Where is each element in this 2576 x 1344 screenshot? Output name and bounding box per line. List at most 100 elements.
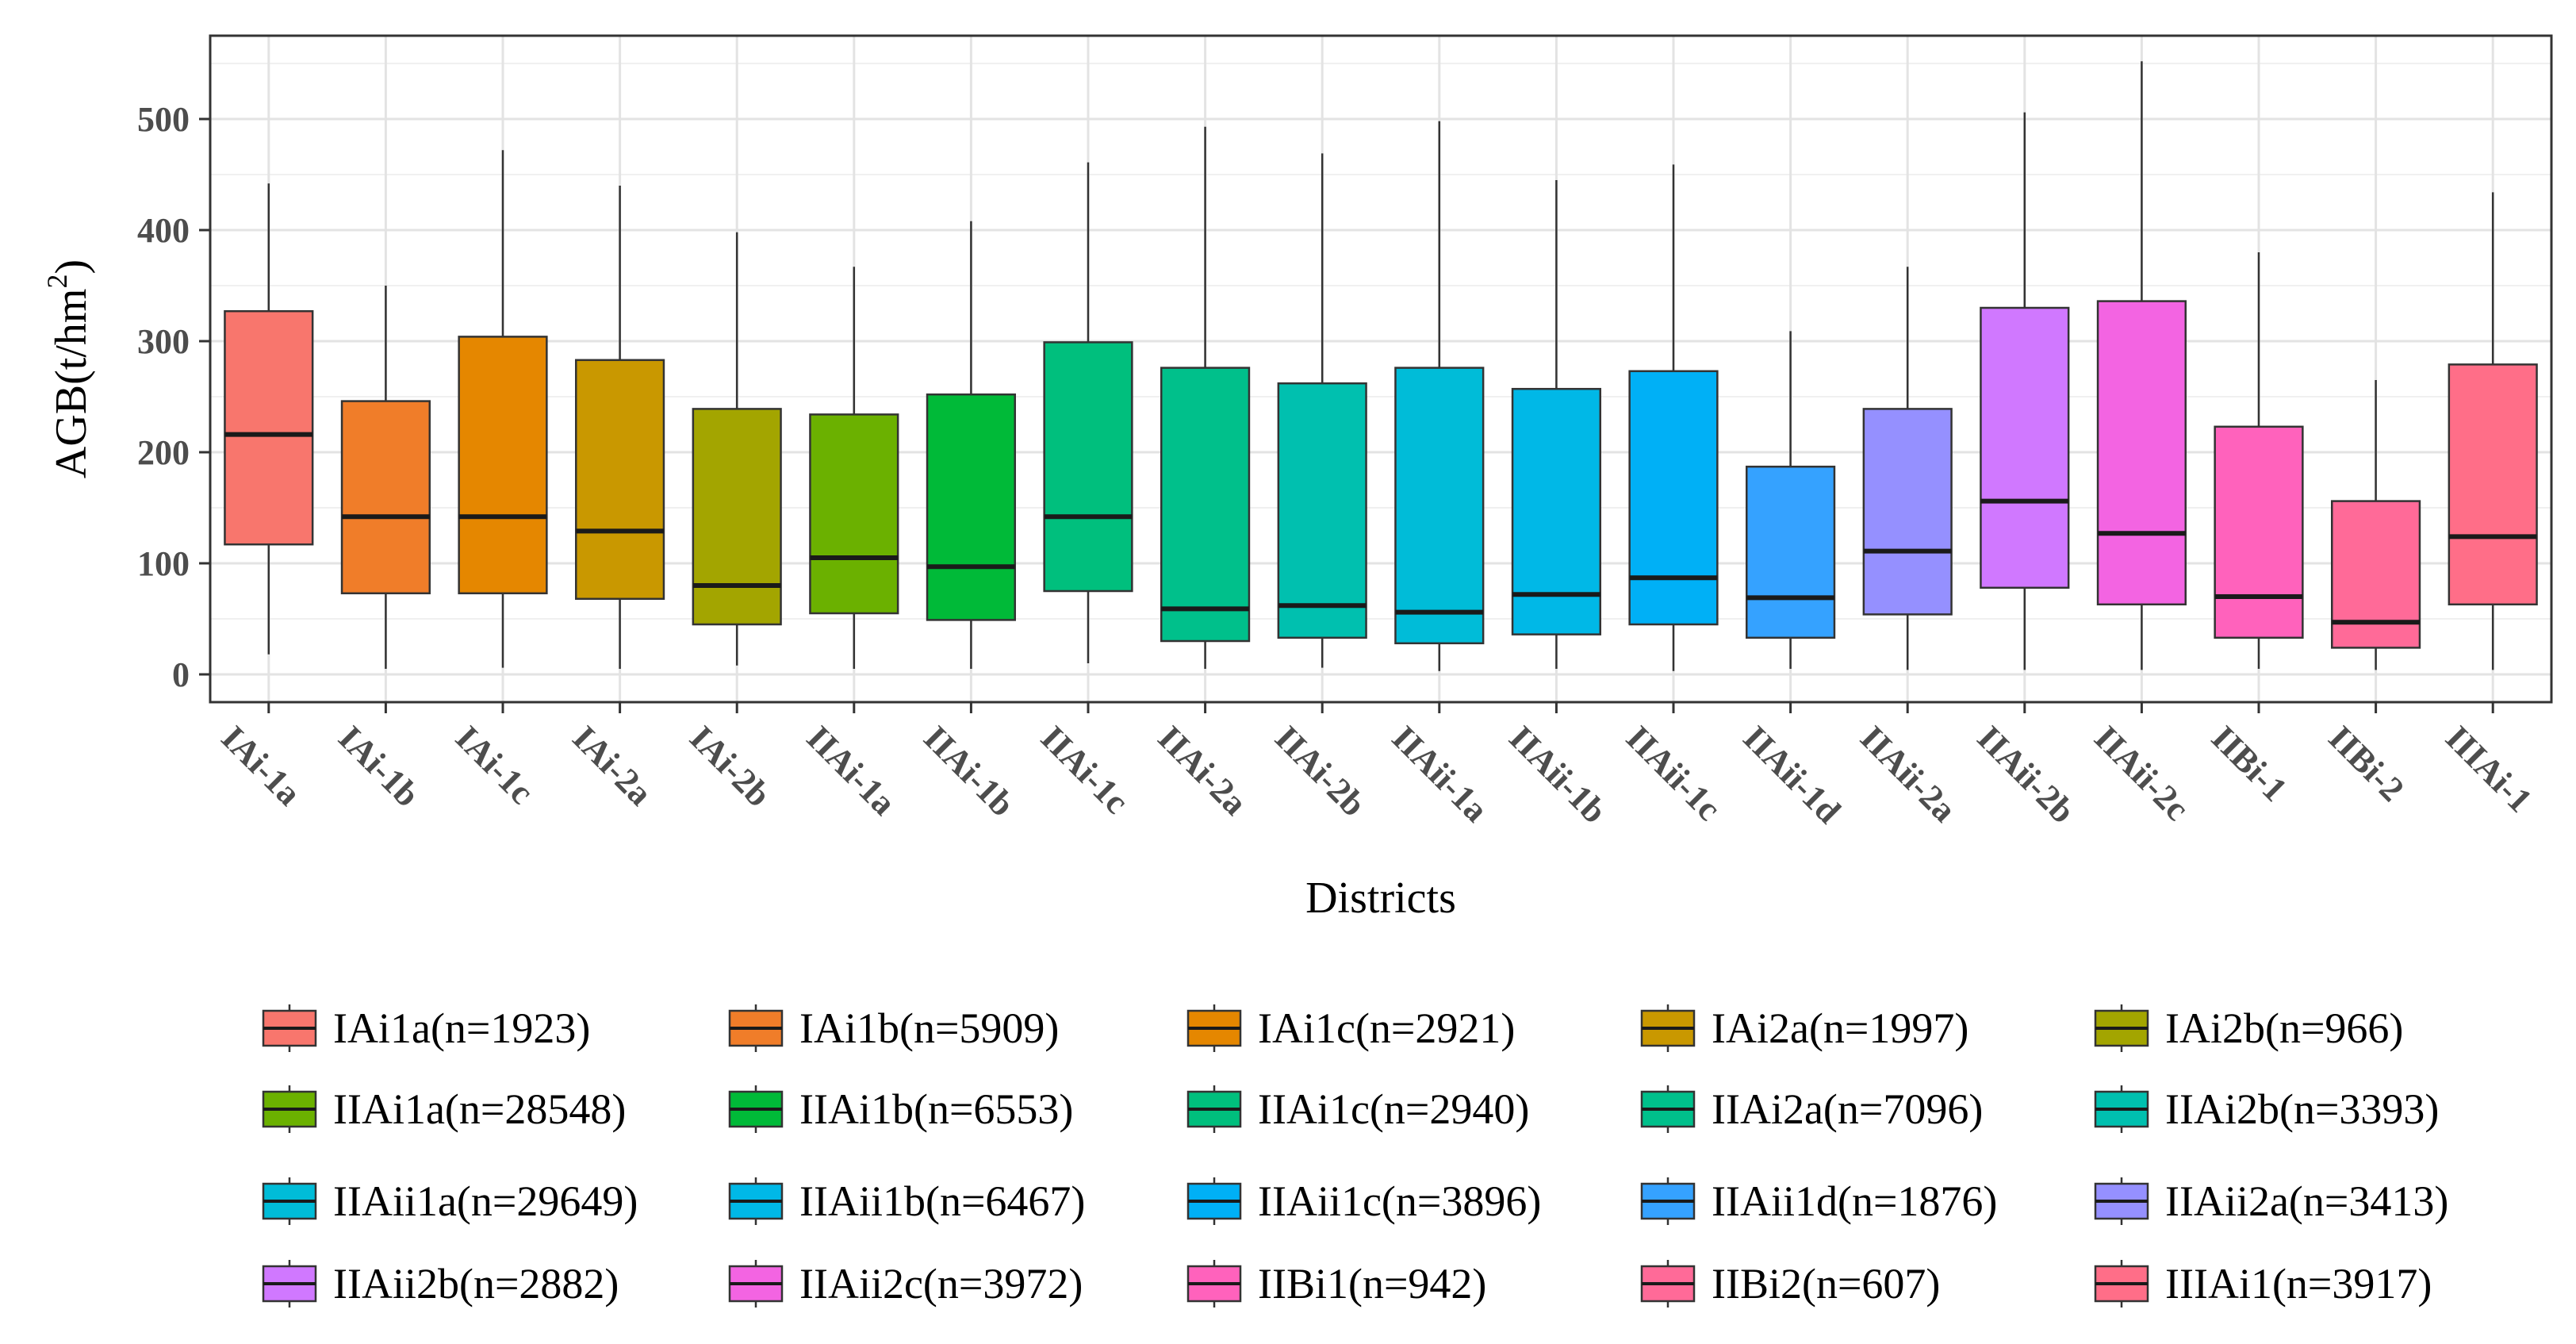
box-IIAii-2a bbox=[1862, 267, 1953, 670]
box-body bbox=[1394, 367, 1485, 645]
box-body bbox=[926, 393, 1017, 621]
legend-item: IIAi1c(n=2940) bbox=[1186, 1085, 1529, 1133]
box-body bbox=[458, 336, 548, 595]
x-tick-label: IAi-1a bbox=[214, 718, 309, 812]
box-body bbox=[1043, 341, 1133, 593]
box-body bbox=[2096, 300, 2187, 606]
legend-label: IIAii2a(n=3413) bbox=[2165, 1177, 2448, 1225]
box-body bbox=[1862, 408, 1953, 616]
x-tick-label: IAi-1b bbox=[331, 718, 427, 814]
x-tick-label: IIBi-2 bbox=[2321, 718, 2412, 808]
legend-label: IAi1b(n=5909) bbox=[799, 1004, 1059, 1052]
box-body bbox=[809, 413, 899, 615]
box-body bbox=[1277, 382, 1367, 639]
y-title-sup: 2 bbox=[41, 275, 73, 289]
x-tick-label: IIIAi-1 bbox=[2438, 718, 2540, 820]
box-IIIAi-1 bbox=[2448, 192, 2538, 670]
box-IAi-1c bbox=[458, 150, 548, 668]
x-tick-label: IIAii-1b bbox=[1501, 718, 1614, 831]
x-tick-label: IIAii-1c bbox=[1619, 718, 1728, 828]
legend-item: IIAii2a(n=3413) bbox=[2094, 1177, 2448, 1225]
legend-label: IIAii2b(n=2882) bbox=[333, 1260, 619, 1308]
x-tick-label: IIAi-1a bbox=[799, 718, 903, 822]
box-body bbox=[1980, 306, 2070, 589]
box-body bbox=[1511, 387, 1602, 636]
legend-label: IIAi2a(n=7096) bbox=[1712, 1085, 1983, 1133]
legend-label: IIAii1a(n=29649) bbox=[333, 1177, 638, 1225]
box-IIAi-2a bbox=[1160, 126, 1251, 669]
legend-label: IIBi1(n=942) bbox=[1258, 1260, 1486, 1308]
legend-item: IIIAi1(n=3917) bbox=[2094, 1260, 2432, 1308]
box-body bbox=[224, 309, 314, 546]
legend-label: IIAii1c(n=3896) bbox=[1258, 1177, 1541, 1225]
legend-item: IIAi1a(n=28548) bbox=[262, 1085, 626, 1133]
box-body bbox=[1160, 367, 1251, 643]
x-tick-label: IIBi-1 bbox=[2204, 718, 2294, 808]
legend-item: IAi2b(n=966) bbox=[2094, 1004, 2403, 1052]
legend-item: IIAii2c(n=3972) bbox=[728, 1260, 1083, 1308]
legend-item: IAi1a(n=1923) bbox=[262, 1004, 590, 1052]
box-IAi-1a bbox=[224, 183, 314, 655]
box-body bbox=[2331, 500, 2421, 649]
box-IIAii-1d bbox=[1746, 331, 1836, 669]
x-tick-label: IIAii-2c bbox=[2087, 718, 2196, 828]
plot-border bbox=[209, 34, 2553, 704]
x-tick-label: IIAi-1c bbox=[1033, 718, 1137, 821]
legend-label: IIAii1b(n=6467) bbox=[799, 1177, 1085, 1225]
x-axis-title: Districts bbox=[1305, 874, 1456, 923]
legend-label: IIAi1c(n=2940) bbox=[1258, 1085, 1529, 1133]
legend-item: IAi2a(n=1997) bbox=[1640, 1004, 1968, 1052]
y-tick-label: 300 bbox=[137, 322, 190, 361]
x-axis: IAi-1a IAi-1b IAi-1c IAi-2a IAi-2b IIAi-1a IIA… bbox=[214, 702, 2540, 831]
box-body bbox=[1746, 465, 1836, 639]
legend-item: IAi1c(n=2921) bbox=[1186, 1004, 1515, 1052]
legend-label: IAi1c(n=2921) bbox=[1258, 1004, 1515, 1052]
x-tick-label: IIAii-1d bbox=[1736, 718, 1849, 831]
box-IIAii-1c bbox=[1628, 164, 1719, 671]
y-tick-label: 0 bbox=[172, 655, 190, 694]
box-body bbox=[575, 359, 665, 601]
x-tick-label: IIAii-1a bbox=[1385, 718, 1496, 829]
legend-item: IIBi1(n=942) bbox=[1186, 1260, 1486, 1308]
legend-item: IIBi2(n=607) bbox=[1640, 1260, 1940, 1308]
y-tick-label: 400 bbox=[137, 211, 190, 250]
box-IIAii-2b bbox=[1980, 112, 2070, 670]
box-IAi-2a bbox=[575, 186, 665, 669]
box-IAi-2b bbox=[692, 232, 782, 666]
box-IIAi-1b bbox=[926, 221, 1017, 669]
y-axis: 0 100 200 300 400 500 bbox=[137, 100, 210, 694]
grid-layer bbox=[210, 36, 2551, 702]
box-IIAii-1a bbox=[1394, 121, 1485, 671]
x-tick-label: IIAi-2b bbox=[1267, 718, 1373, 824]
box-IIAi-2b bbox=[1277, 153, 1367, 668]
box-body bbox=[340, 400, 431, 595]
box-IIBi-1 bbox=[2214, 252, 2304, 669]
y-tick-label: 200 bbox=[137, 433, 190, 472]
legend-label: IIIAi1(n=3917) bbox=[2165, 1260, 2432, 1308]
x-tick-label: IIAii-2a bbox=[1853, 718, 1964, 829]
box-IIAi-1c bbox=[1043, 162, 1133, 663]
x-tick-label: IAi-2a bbox=[565, 718, 660, 812]
box-IAi-1b bbox=[340, 286, 431, 669]
legend-item: IIAii1a(n=29649) bbox=[262, 1177, 638, 1225]
legend-item: IIAi2a(n=7096) bbox=[1640, 1085, 1983, 1133]
y-tick-label: 500 bbox=[137, 100, 190, 139]
x-tick-label: IAi-1c bbox=[448, 718, 542, 812]
legend-label: IIAii2c(n=3972) bbox=[799, 1260, 1083, 1308]
legend-item: IAi1b(n=5909) bbox=[728, 1004, 1059, 1052]
y-title-close: ) bbox=[47, 259, 96, 275]
box-body bbox=[2448, 363, 2538, 606]
legend-label: IAi2a(n=1997) bbox=[1712, 1004, 1968, 1052]
y-title-base: AGB(t/hm bbox=[47, 289, 96, 479]
x-tick-label: IIAii-2b bbox=[1970, 718, 2083, 831]
legend-label: IIAi2b(n=3393) bbox=[2165, 1085, 2439, 1133]
legend-item: IIAii2b(n=2882) bbox=[262, 1260, 619, 1308]
box-IIBi-2 bbox=[2331, 380, 2421, 670]
box-IIAi-1a bbox=[809, 267, 899, 669]
legend-item: IIAii1d(n=1876) bbox=[1640, 1177, 1997, 1225]
box-body bbox=[1628, 370, 1719, 626]
legend-item: IIAi1b(n=6553) bbox=[728, 1085, 1073, 1133]
box-IIAii-1b bbox=[1511, 180, 1602, 669]
